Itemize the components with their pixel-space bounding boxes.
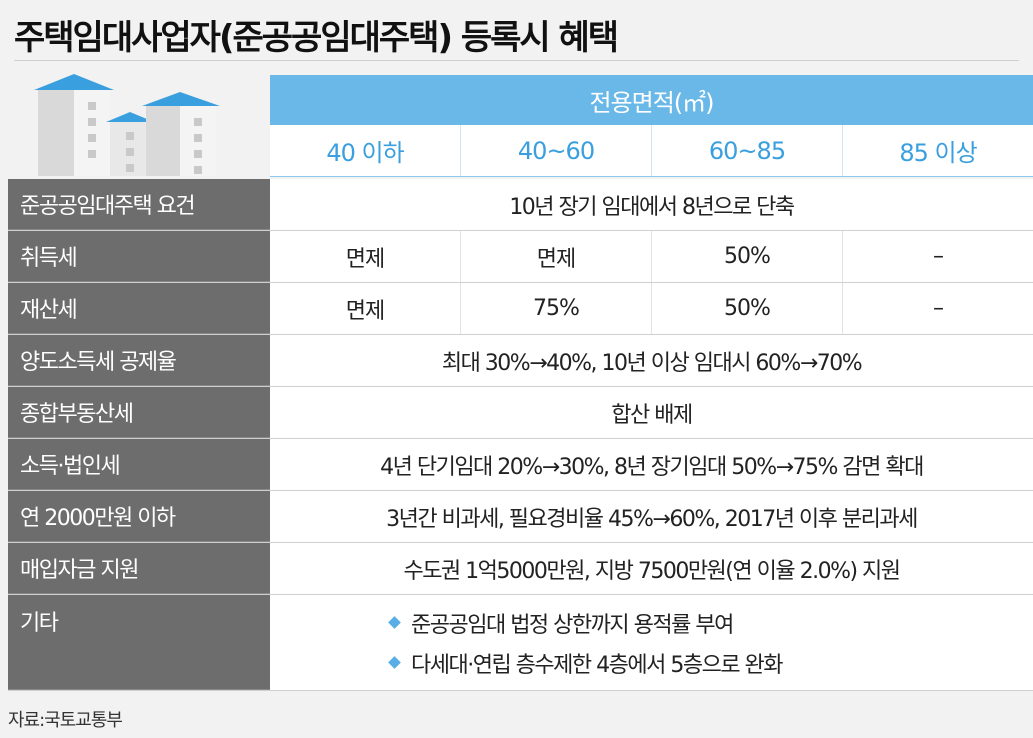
table-row: 재산세 면제 75% 50% – (8, 283, 1033, 335)
row-label: 재산세 (8, 283, 270, 334)
column-header: 85 이상 (842, 125, 1033, 176)
row-label: 취득세 (8, 231, 270, 282)
list-item-text: 준공공임대 법정 상한까지 용적률 부여 (411, 612, 734, 638)
list-item: 다세대·연립 층수제한 4층에서 5층으로 완화 (388, 647, 1033, 679)
row-label: 소득·법인세 (8, 439, 270, 490)
source-note: 자료:국토교통부 (8, 710, 123, 731)
row-value: 4년 단기임대 20%→30%, 8년 장기임대 50%→75% 감면 확대 (380, 454, 924, 480)
row-label: 양도소득세 공제율 (8, 335, 270, 386)
diamond-bullet-icon (388, 616, 401, 629)
row-value: 3년간 비과세, 필요경비율 45%→60%, 2017년 이후 분리과세 (386, 506, 918, 532)
row-value: 최대 30%→40%, 10년 이상 임대시 60%→70% (441, 350, 863, 376)
table-row: 연 2000만원 이하 3년간 비과세, 필요경비율 45%→60%, 2017… (8, 491, 1033, 543)
area-header: 전용면적(㎡) (270, 75, 1033, 125)
table-cell: 면제 (460, 231, 651, 282)
row-label: 매입자금 지원 (8, 543, 270, 594)
row-value: 수도권 1억5000만원, 지방 7500만원(연 이율 2.0%) 지원 (403, 558, 901, 584)
table-row: 기타 준공공임대 법정 상한까지 용적률 부여 다세대·연립 층수제한 4층에서… (8, 595, 1033, 691)
row-label: 기타 (8, 595, 270, 690)
table-cell: 50% (651, 283, 842, 334)
column-header: 60~85 (651, 125, 842, 176)
page-title: 주택임대사업자(준공공임대주택) 등록시 혜택 (14, 18, 619, 58)
table-cell: 면제 (345, 298, 385, 324)
row-label: 준공공임대주택 요건 (8, 179, 270, 230)
row-value: 합산 배제 (611, 402, 693, 428)
diamond-bullet-icon (388, 656, 401, 669)
table-row: 양도소득세 공제율 최대 30%→40%, 10년 이상 임대시 60%→70% (8, 335, 1033, 387)
table-row: 종합부동산세 합산 배제 (8, 387, 1033, 439)
row-value: 10년 장기 임대에서 8년으로 단축 (509, 194, 795, 220)
table-row: 취득세 면제 면제 50% – (8, 231, 1033, 283)
table-cell: 75% (460, 283, 651, 334)
row-label: 연 2000만원 이하 (8, 491, 270, 542)
column-headers: 40 이하 40~60 60~85 85 이상 (270, 125, 1033, 177)
row-label: 종합부동산세 (8, 387, 270, 438)
table-cell: – (842, 283, 1033, 334)
table-row: 소득·법인세 4년 단기임대 20%→30%, 8년 장기임대 50%→75% … (8, 439, 1033, 491)
table-cell: – (842, 231, 1033, 282)
column-header: 40~60 (460, 125, 651, 176)
table-cell: 면제 (345, 246, 385, 272)
benefits-table: 준공공임대주택 요건 10년 장기 임대에서 8년으로 단축 취득세 면제 면제… (8, 179, 1033, 691)
column-header: 40 이하 (326, 139, 404, 167)
building-illustration-icon (34, 74, 220, 176)
table-row: 준공공임대주택 요건 10년 장기 임대에서 8년으로 단축 (8, 179, 1033, 231)
list-item: 준공공임대 법정 상한까지 용적률 부여 (388, 607, 1033, 639)
table-row: 매입자금 지원 수도권 1억5000만원, 지방 7500만원(연 이율 2.0… (8, 543, 1033, 595)
table-cell: 50% (651, 231, 842, 282)
title-divider (14, 60, 1019, 61)
list-item-text: 다세대·연립 층수제한 4층에서 5층으로 완화 (411, 652, 784, 678)
